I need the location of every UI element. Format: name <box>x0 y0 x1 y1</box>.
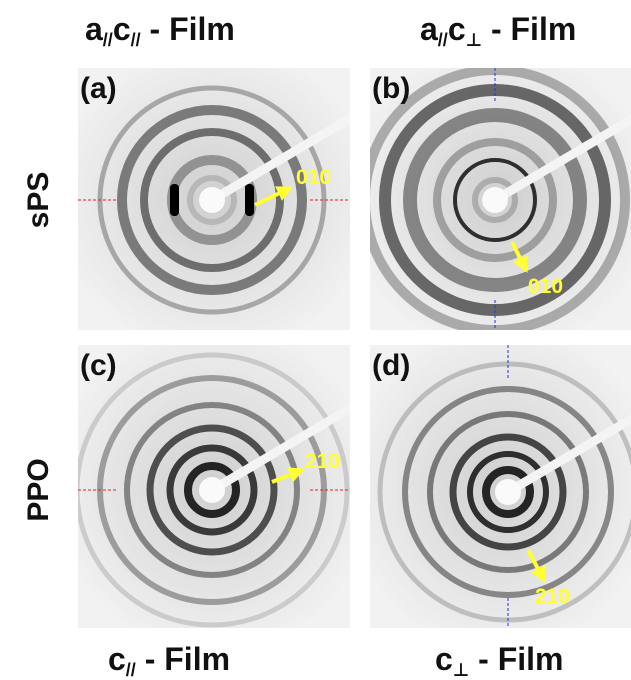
title-part: a <box>420 11 438 47</box>
column-title: a//c⊥ - Film <box>420 11 576 50</box>
column-footer: c⊥ - Film <box>435 641 563 680</box>
diffraction-panel <box>370 345 631 628</box>
footer-part: c <box>108 641 126 677</box>
reflection-label: 210 <box>305 450 340 473</box>
title-part: - Film <box>482 11 576 47</box>
beam-center <box>495 479 521 505</box>
footer-part: - Film <box>469 641 563 677</box>
reflection-label: 210 <box>535 585 570 608</box>
footer-sub: ⊥ <box>453 660 469 680</box>
column-footer: c// - Film <box>108 641 230 680</box>
title-sub: // <box>438 30 448 50</box>
equatorial-reflection <box>170 184 179 216</box>
diffraction-panel <box>365 68 631 330</box>
footer-sub: // <box>126 660 136 680</box>
title-sub: ⊥ <box>466 30 482 50</box>
title-part: - Film <box>141 11 235 47</box>
beam-center <box>199 477 225 503</box>
title-part: a <box>85 11 103 47</box>
title-part: c <box>448 11 466 47</box>
title-sub: // <box>131 30 141 50</box>
panel-label: (d) <box>372 349 410 382</box>
footer-part: - Film <box>136 641 230 677</box>
panel-label: (b) <box>372 72 410 105</box>
panel-label: (a) <box>80 72 117 105</box>
footer-part: c <box>435 641 453 677</box>
reflection-label: 010 <box>528 275 563 298</box>
column-title: a//c// - Film <box>85 11 235 50</box>
row-label: PPO <box>22 458 55 521</box>
beam-center <box>482 187 508 213</box>
reflection-label: 010 <box>296 166 331 189</box>
figure: a//c// - Film a//c⊥ - Film c// - Film c⊥… <box>0 0 631 680</box>
equatorial-reflection <box>245 184 254 216</box>
beam-center <box>199 187 225 213</box>
title-sub: // <box>103 30 113 50</box>
panel-label: (c) <box>80 349 117 382</box>
title-part: c <box>113 11 131 47</box>
row-label: sPS <box>22 172 55 229</box>
